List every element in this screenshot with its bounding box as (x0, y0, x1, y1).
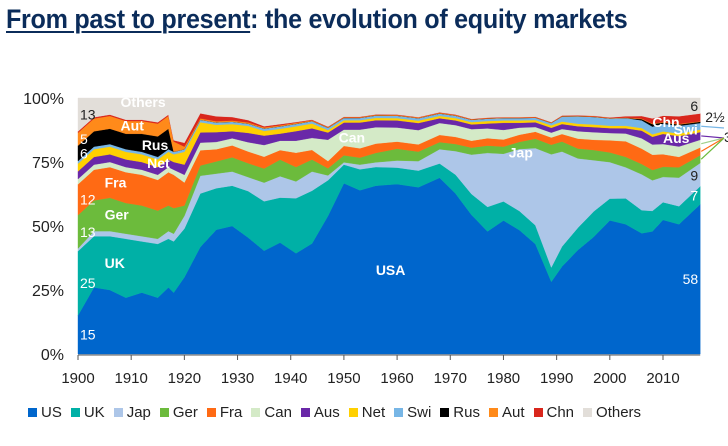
y-tick-label: 75% (32, 155, 64, 172)
legend-label: Others (596, 404, 642, 421)
chart-title-underlined: From past to present (6, 4, 251, 34)
series-label-swi: Swi (674, 122, 698, 138)
legend-label: Chn (546, 404, 575, 421)
legend-swatch (488, 408, 498, 417)
legend-item-can: Can (251, 404, 292, 421)
start-value-ger: 13 (80, 224, 96, 240)
area-others (77, 97, 701, 144)
series-label-net: Net (147, 155, 170, 171)
series-label-us: USA (376, 262, 406, 278)
end-value-aus-can-fra-ger: 3 (724, 129, 728, 145)
leader-line-fra (700, 137, 725, 152)
x-tick-label: 1950 (327, 370, 360, 387)
x-tick-label: 2010 (646, 370, 679, 387)
legend-item-us: US (28, 404, 62, 421)
legend-item-rus: Rus (440, 404, 480, 421)
series-label-can: Can (339, 130, 365, 146)
series-label-uk: UK (105, 255, 125, 271)
y-tick-label: 50% (32, 219, 64, 236)
legend-item-jap: Jap (113, 404, 151, 421)
legend-label: Aut (501, 404, 525, 421)
y-tick-label: 0% (41, 347, 64, 364)
legend-swatch (583, 408, 593, 417)
legend-label: UK (83, 404, 105, 421)
legend-swatch (300, 408, 310, 417)
legend-swatch (251, 408, 261, 417)
legend-label: Aus (313, 404, 340, 421)
legend-item-swi: Swi (394, 404, 431, 421)
legend-label: Net (361, 404, 386, 421)
legend-item-net: Net (348, 404, 386, 421)
leader-line-aus (701, 135, 725, 139)
legend-swatch (533, 408, 543, 417)
series-label-jap: Jap (509, 145, 533, 161)
x-tick-label: 1910 (114, 370, 147, 387)
series-label-others: Others (121, 94, 166, 110)
x-tick-label: 2000 (593, 370, 626, 387)
legend-label: Can (264, 404, 292, 421)
start-value-aut: 5 (80, 131, 88, 147)
leader-line-can (701, 137, 725, 145)
start-value-uk: 25 (80, 275, 96, 291)
series-label-aut: Aut (121, 117, 145, 133)
chart-title: From past to present: the evolution of e… (6, 4, 628, 35)
x-tick-label: 1920 (168, 370, 201, 387)
legend-item-fra: Fra (206, 404, 243, 421)
series-label-fra: Fra (105, 174, 127, 190)
x-tick-label: 1960 (380, 370, 413, 387)
leader-line-swi (701, 125, 725, 129)
series-label-ger: Ger (105, 206, 130, 222)
series-label-chn: Chn (652, 114, 679, 130)
legend-swatch (70, 408, 80, 417)
legend-label: Rus (453, 404, 480, 421)
end-value-others: 6 (690, 98, 698, 114)
start-value-fra: 12 (80, 192, 96, 208)
legend-item-aut: Aut (488, 404, 525, 421)
end-value-us: 58 (683, 271, 699, 287)
end-value-swi: 2½ (705, 109, 725, 125)
end-value-uk: 7 (690, 187, 698, 203)
legend-swatch (159, 408, 169, 417)
end-value-jap: 9 (690, 168, 698, 184)
legend-swatch (206, 408, 216, 417)
legend-item-aus: Aus (300, 404, 340, 421)
legend-swatch (113, 408, 123, 417)
legend-item-others: Others (583, 404, 641, 421)
legend-label: Swi (407, 404, 432, 421)
legend-label: Jap (126, 404, 151, 421)
series-label-aus: Aus (663, 130, 690, 146)
start-value-rus: 6 (80, 145, 88, 161)
x-tick-label: 1940 (274, 370, 307, 387)
x-tick-label: 1930 (221, 370, 254, 387)
legend-label: Fra (219, 404, 243, 421)
leader-line-ger (700, 137, 725, 160)
series-label-rus: Rus (142, 137, 169, 153)
legend-item-ger: Ger (159, 404, 198, 421)
x-tick-label: 1900 (61, 370, 94, 387)
legend-item-chn: Chn (533, 404, 575, 421)
legend-swatch (28, 408, 37, 417)
legend-label: Ger (172, 404, 198, 421)
x-tick-label: 1970 (434, 370, 467, 387)
legend-item-uk: UK (70, 404, 105, 421)
legend-swatch (348, 408, 358, 417)
legend: US UK Jap Ger Fra Can Aus Net Swi Rus Aut Chn Others (28, 404, 650, 421)
x-tick-label: 1990 (540, 370, 573, 387)
area-series-group (77, 97, 701, 355)
y-tick-label: 25% (32, 283, 64, 300)
y-tick-label: 100% (23, 91, 64, 108)
x-tick-label: 1980 (487, 370, 520, 387)
legend-swatch (394, 408, 404, 417)
chart-title-rest: : the evolution of equity markets (250, 4, 628, 34)
start-value-others: 13 (80, 107, 96, 123)
series-labels-group: USA UK Ger Fra Aut Rus Net Others Can Jap AusSwiCh… (80, 94, 728, 343)
legend-swatch (440, 408, 450, 417)
axes-group: 1900 1910 1920 1930 1940 1950 1960 1970 1980 1990… (23, 91, 701, 387)
legend-label: US (41, 404, 62, 421)
start-value-us: 15 (80, 327, 96, 343)
